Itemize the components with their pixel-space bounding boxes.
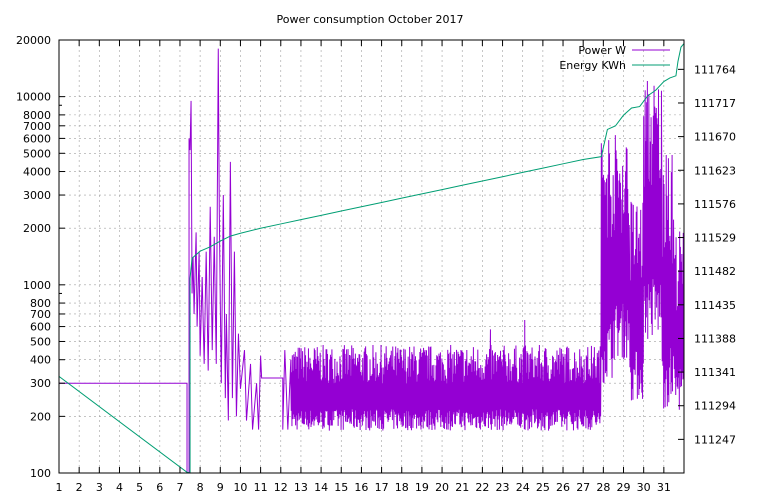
x-tick-label: 13 <box>294 481 308 494</box>
x-tick-label: 28 <box>596 481 610 494</box>
y-tick-label: 100 <box>30 467 51 480</box>
legend-label-power: Power W <box>578 44 626 57</box>
y-tick-label: 800 <box>30 297 51 310</box>
y2-tick-label: 111435 <box>694 299 736 312</box>
x-tick-label: 10 <box>233 481 247 494</box>
x-tick-label: 5 <box>136 481 143 494</box>
y2-tick-label: 111388 <box>694 332 736 345</box>
x-tick-label: 15 <box>334 481 348 494</box>
y-tick-label: 6000 <box>23 132 51 145</box>
series-line-energy <box>58 43 685 474</box>
y-tick-label: 8000 <box>23 109 51 122</box>
y2-tick-label: 111482 <box>694 265 736 278</box>
x-tick-label: 21 <box>455 481 469 494</box>
y-tick-label: 3000 <box>23 189 51 202</box>
x-tick-label: 1 <box>56 481 63 494</box>
axis-ticks: 1 2 3 4 5 6 7 8 9 10 11 12 13 14 15 16 17 18 19 20 21 22 23 24 2… <box>16 34 736 494</box>
x-tick-label: 9 <box>217 481 224 494</box>
x-tick-label: 4 <box>116 481 123 494</box>
plot-frame <box>58 39 685 474</box>
y-tick-label: 600 <box>30 321 51 334</box>
x-tick-label: 30 <box>637 481 651 494</box>
legend: Power W Energy KWh <box>559 44 670 72</box>
x-tick-label: 31 <box>657 481 671 494</box>
x-tick-label: 18 <box>395 481 409 494</box>
chart-title: Power consumption October 2017 <box>277 13 464 26</box>
y-tick-label: 2000 <box>23 222 51 235</box>
x-tick-label: 12 <box>274 481 288 494</box>
y2-tick-label: 111670 <box>694 131 736 144</box>
x-tick-label: 2 <box>76 481 83 494</box>
y-tick-label: 400 <box>30 354 51 367</box>
y2-tick-label: 111623 <box>694 164 736 177</box>
series-line-power <box>59 48 685 474</box>
x-tick-label: 23 <box>496 481 510 494</box>
x-tick-label: 29 <box>617 481 631 494</box>
y-tick-label: 1000 <box>23 279 51 292</box>
x-tick-label: 24 <box>516 481 530 494</box>
x-tick-label: 19 <box>415 481 429 494</box>
y-tick-label: 500 <box>30 335 51 348</box>
y-tick-label: 300 <box>30 377 51 390</box>
legend-label-energy: Energy KWh <box>559 59 626 72</box>
x-tick-label: 26 <box>556 481 570 494</box>
x-tick-label: 20 <box>435 481 449 494</box>
y2-tick-label: 111529 <box>694 232 736 245</box>
x-tick-label: 14 <box>314 481 328 494</box>
x-tick-label: 3 <box>96 481 103 494</box>
y2-tick-label: 111247 <box>694 433 736 446</box>
x-tick-label: 16 <box>354 481 368 494</box>
plot-series <box>58 43 685 474</box>
x-tick-label: 7 <box>176 481 183 494</box>
y2-tick-label: 111764 <box>694 63 736 76</box>
y-tick-label: 4000 <box>23 166 51 179</box>
y2-tick-label: 111294 <box>694 400 736 413</box>
y2-tick-label: 111576 <box>694 198 736 211</box>
y2-tick-label: 111717 <box>694 97 736 110</box>
y2-tick-label: 111341 <box>694 366 736 379</box>
y-tick-label: 5000 <box>23 147 51 160</box>
x-tick-label: 22 <box>475 481 489 494</box>
x-tick-label: 27 <box>576 481 590 494</box>
y-tick-label: 700 <box>30 308 51 321</box>
x-tick-label: 25 <box>536 481 550 494</box>
y-tick-label: 200 <box>30 410 51 423</box>
y-tick-label: 7000 <box>23 120 51 133</box>
x-tick-label: 6 <box>156 481 163 494</box>
x-tick-label: 8 <box>197 481 204 494</box>
y-tick-label: 10000 <box>16 91 51 104</box>
y-tick-label: 20000 <box>16 34 51 47</box>
x-tick-label: 17 <box>375 481 389 494</box>
x-tick-label: 11 <box>254 481 268 494</box>
